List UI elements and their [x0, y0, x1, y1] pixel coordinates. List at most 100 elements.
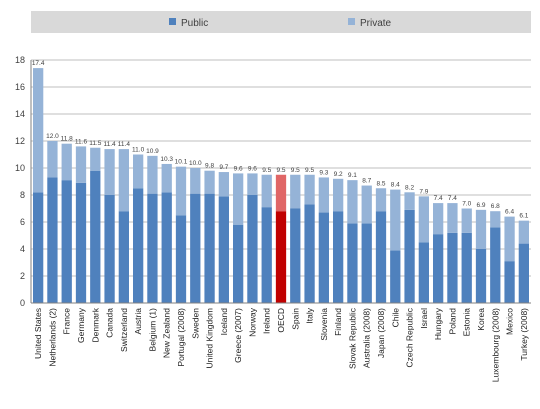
- bar-public: [190, 193, 201, 303]
- bar-private: [333, 178, 344, 212]
- data-label: 10.3: [160, 156, 173, 163]
- legend-label-private: Private: [360, 18, 392, 29]
- y-tick-label: 2: [20, 271, 25, 281]
- data-label: 9.5: [276, 167, 285, 174]
- data-label: 9.6: [248, 165, 257, 172]
- x-category-label: Slovak Republic: [347, 307, 357, 369]
- bar-private: [347, 180, 358, 224]
- y-tick-label: 18: [15, 55, 25, 65]
- bar-public: [461, 232, 472, 303]
- bar-public: [147, 193, 158, 303]
- data-label: 7.4: [448, 195, 457, 202]
- bar-private: [33, 68, 44, 193]
- data-label: 12.0: [46, 133, 59, 140]
- bar-public: [175, 215, 187, 303]
- bar-public: [33, 192, 44, 303]
- bar-public: [433, 234, 444, 303]
- bar-public: [218, 196, 229, 303]
- x-category-label: Portugal (2008): [176, 308, 186, 367]
- bar-private: [418, 196, 429, 243]
- bar-private: [104, 149, 115, 195]
- x-category-label: Australia (2008): [362, 308, 372, 368]
- x-category-label: Turkey (2008): [519, 308, 529, 361]
- y-tick-label: 0: [20, 298, 25, 308]
- data-label: 7.9: [419, 188, 428, 195]
- x-category-label: United Kingdom: [205, 308, 215, 368]
- x-category-label: Slovenia: [319, 308, 329, 341]
- bar-public: [418, 242, 429, 303]
- data-label: 9.3: [319, 169, 328, 176]
- bar-public: [290, 208, 301, 303]
- data-labels: 17.412.0 11.8 11.6 11.5 11.4 11.411.0 10.910.3…: [32, 60, 529, 220]
- x-category-label: Ireland: [262, 308, 272, 334]
- data-label: 8.7: [362, 178, 371, 185]
- bar-public: [361, 223, 372, 303]
- data-label: 11.0: [132, 147, 145, 154]
- bar-public: [90, 170, 101, 303]
- bar-public: [390, 250, 401, 303]
- x-category-label: Finland: [333, 308, 343, 336]
- bar-public: [518, 243, 529, 303]
- bar-private: [190, 168, 201, 194]
- legend: Public Private: [169, 18, 392, 29]
- bar-private: [290, 174, 301, 209]
- data-label: 11.8: [61, 136, 74, 143]
- bar-private: [433, 203, 444, 235]
- bar-public: [318, 212, 329, 303]
- bars: [33, 68, 529, 303]
- bar-private: [90, 147, 101, 171]
- data-label: 6.4: [505, 209, 514, 216]
- x-category-label: Poland: [447, 308, 457, 335]
- bar-public: [347, 223, 358, 303]
- x-category-label: Iceland: [219, 308, 229, 336]
- data-label: 9.5: [291, 167, 300, 174]
- data-label: 9.1: [348, 172, 357, 179]
- bar-public: [404, 209, 415, 303]
- bar-private: [261, 174, 272, 208]
- bar-private: [518, 220, 529, 244]
- bar-private: [318, 177, 329, 213]
- bar-private: [461, 208, 472, 233]
- x-category-label: Netherlands (2): [47, 308, 57, 367]
- bar-private: [475, 209, 487, 249]
- x-category-label: Switzerland: [119, 308, 129, 352]
- legend-label-public: Public: [181, 18, 208, 29]
- bar-private: [304, 174, 315, 205]
- bar-private: [75, 146, 87, 183]
- bar-public: [304, 204, 315, 303]
- data-label: 10.0: [189, 160, 202, 167]
- data-label: 8.4: [391, 182, 400, 189]
- bar-public: [275, 211, 287, 303]
- bar-private: [275, 174, 287, 212]
- x-category-label: Germany: [76, 307, 86, 343]
- data-label: 7.0: [462, 201, 471, 208]
- bar-public: [261, 207, 272, 303]
- bar-private: [447, 203, 458, 233]
- x-category-label: OECD: [276, 308, 286, 333]
- bar-private: [404, 192, 415, 210]
- bar-public: [333, 211, 344, 303]
- bar-private: [133, 154, 144, 189]
- data-label: 6.9: [476, 202, 485, 209]
- bar-private: [118, 149, 129, 212]
- x-category-label: France: [62, 308, 72, 335]
- bar-public: [447, 232, 458, 303]
- x-category-label: Spain: [290, 308, 300, 330]
- bar-public: [133, 188, 144, 303]
- data-label: 9.7: [219, 164, 228, 171]
- data-label: 9.8: [205, 163, 214, 170]
- bar-public: [504, 261, 515, 303]
- data-label: 8.5: [376, 180, 385, 187]
- bar-private: [504, 216, 515, 262]
- bar-public: [104, 195, 115, 303]
- x-category-label: Chile: [390, 308, 400, 328]
- data-label: 9.2: [334, 171, 343, 178]
- data-label: 11.5: [89, 140, 102, 147]
- bar-private: [61, 143, 72, 181]
- legend-band: [31, 11, 531, 33]
- bar-public: [118, 211, 129, 303]
- x-category-label: Czech Republic: [405, 307, 415, 367]
- y-tick-label: 16: [15, 82, 25, 92]
- x-category-label: Italy: [305, 307, 315, 323]
- bar-public: [490, 227, 501, 303]
